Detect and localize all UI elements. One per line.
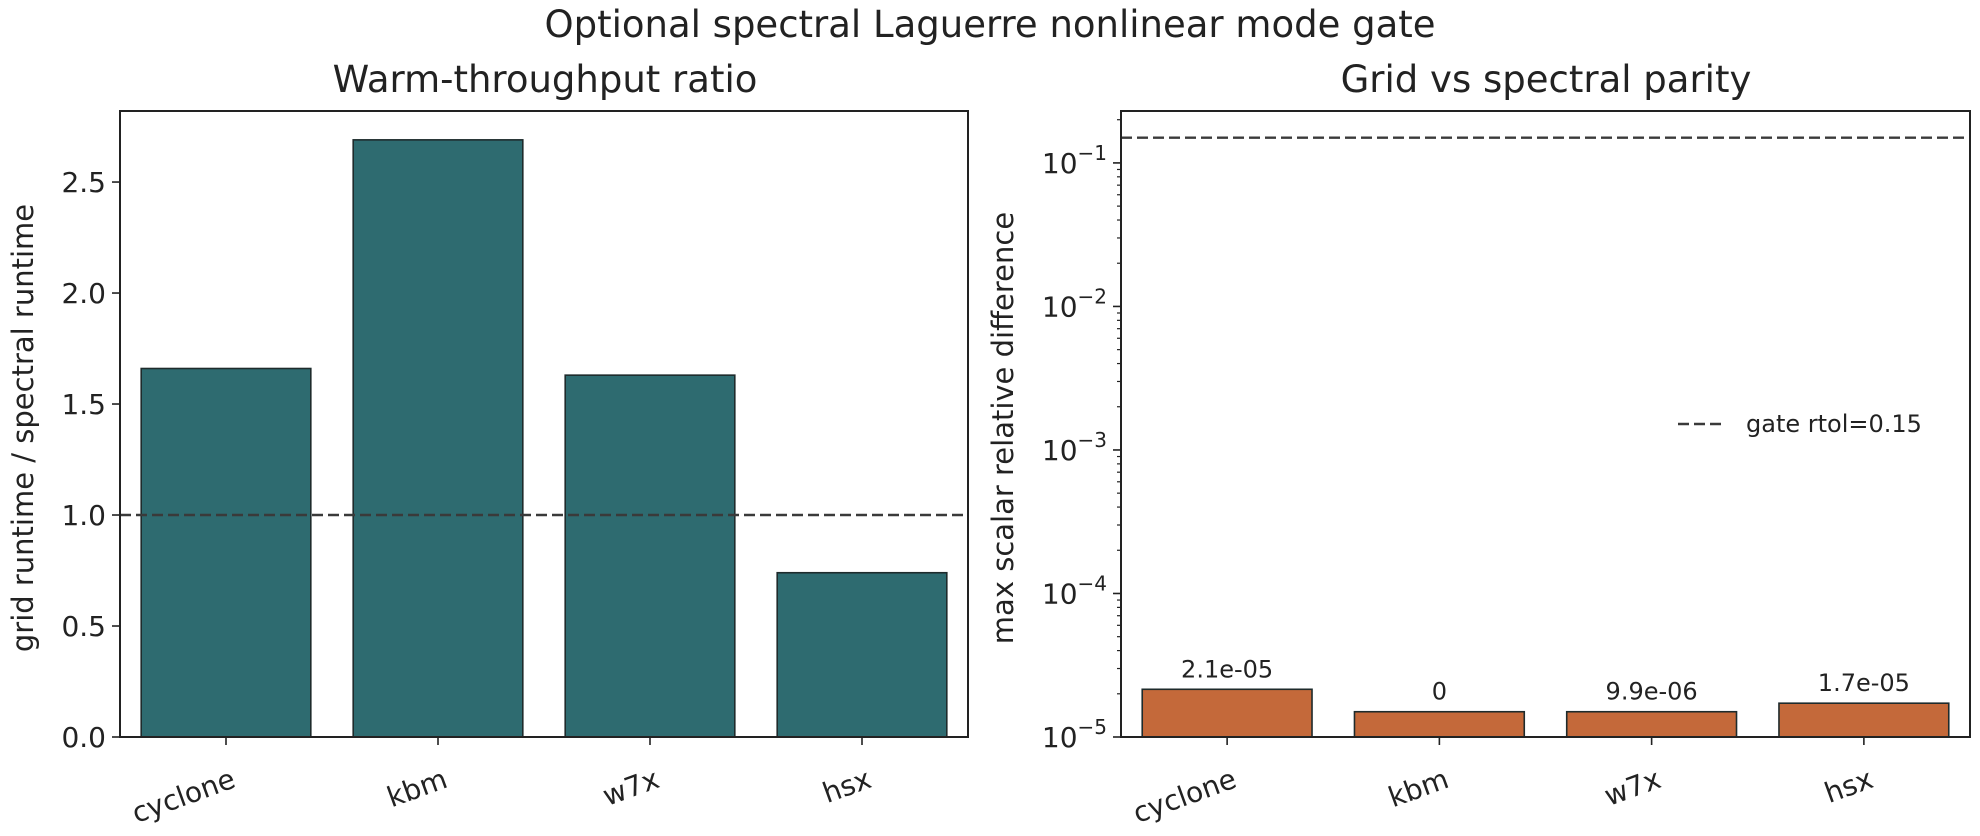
throughput-bar-cyclone (140, 367, 312, 738)
parity-bar-kbm (1353, 710, 1526, 738)
parity-legend: gate rtol=0.15 (1678, 410, 1922, 438)
throughput-xtick-label-cyclone: cyclone (127, 762, 239, 830)
parity-data-label-hsx: 1.7e-05 (1818, 669, 1910, 697)
panel-parity: Grid vs spectral parity max scalar relat… (986, 58, 1971, 830)
throughput-bars (140, 139, 948, 738)
parity-xtick-label-cyclone: cyclone (1129, 762, 1241, 830)
throughput-xtick-label-kbm: kbm (383, 762, 452, 814)
parity-legend-label: gate rtol=0.15 (1746, 410, 1922, 438)
parity-data-label-w7x: 9.9e-06 (1606, 678, 1698, 706)
throughput-xtick-label-hsx: hsx (818, 762, 875, 810)
parity-bar-hsx (1778, 702, 1950, 738)
throughput-ytick-label: 2.5 (61, 166, 106, 199)
parity-ytick-label: 10−2 (1042, 284, 1107, 323)
throughput-ytick-label: 1.5 (61, 388, 106, 421)
throughput-bar-w7x (564, 374, 736, 738)
figure-title: Optional spectral Laguerre nonlinear mod… (544, 3, 1435, 46)
throughput-title: Warm-throughput ratio (333, 58, 758, 101)
parity-ylabel: max scalar relative difference (986, 212, 1020, 644)
parity-ytick-label: 10−4 (1042, 571, 1107, 610)
parity-ytick-label: 10−1 (1042, 141, 1107, 180)
parity-data-labels: 2.1e-05 0 9.9e-06 1.7e-05 (1181, 655, 1910, 705)
parity-title: Grid vs spectral parity (1341, 58, 1752, 101)
parity-xtick-label-w7x: w7x (1600, 762, 1665, 813)
throughput-ytick-label: 0.5 (61, 610, 106, 643)
throughput-bar-hsx (776, 571, 948, 738)
parity-axes-frame (1120, 110, 1971, 738)
throughput-ytick-label: 1.0 (61, 499, 106, 532)
parity-ytick-label: 10−5 (1042, 715, 1107, 754)
throughput-ytick-label: 2.0 (61, 277, 106, 310)
parity-xtick-label-hsx: hsx (1820, 762, 1877, 810)
parity-xtick-label-kbm: kbm (1384, 762, 1453, 814)
throughput-axes-frame (119, 110, 969, 738)
parity-bar-cyclone (1141, 688, 1313, 738)
parity-bar-w7x (1565, 710, 1738, 738)
throughput-xtick-label-w7x: w7x (598, 762, 663, 813)
parity-data-label-cyclone: 2.1e-05 (1181, 655, 1273, 683)
throughput-ylabel: grid runtime / spectral runtime (6, 204, 40, 652)
throughput-ytick-label: 0.0 (61, 721, 106, 754)
parity-data-label-kbm: 0 (1432, 678, 1447, 706)
throughput-bar-kbm (352, 139, 524, 738)
parity-ytick-label: 10−3 (1042, 428, 1107, 467)
panel-throughput: Warm-throughput ratio grid runtime / spe… (6, 58, 969, 830)
